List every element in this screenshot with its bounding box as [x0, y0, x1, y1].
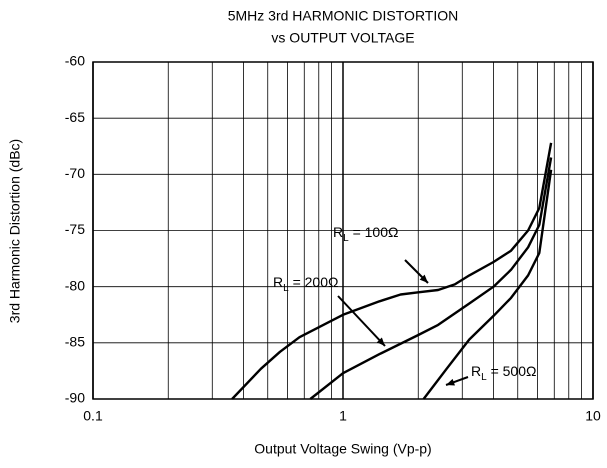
label-part: R	[333, 224, 343, 240]
chart-title: vs OUTPUT VOLTAGE	[271, 30, 414, 46]
chart-title: 5MHz 3rd HARMONIC DISTORTION	[228, 8, 459, 24]
line	[231, 142, 553, 400]
x-tick-label: 10	[585, 408, 601, 424]
y-tick-label: -90	[65, 390, 85, 406]
series-label: RL = 200Ω	[273, 274, 338, 294]
series-label: RL = 500Ω	[471, 363, 536, 383]
arrow-head	[376, 337, 385, 346]
y-tick-label: -60	[65, 53, 85, 69]
line	[422, 169, 553, 400]
x-axis-label: Output Voltage Swing (Vp-p)	[254, 441, 431, 457]
label-part: R	[273, 274, 283, 290]
y-axis-label: 3rd Harmonic Distortion (dBc)	[7, 139, 23, 323]
label-part: L	[283, 283, 289, 294]
y-tick-label: -70	[65, 165, 85, 181]
y-tick-label: -75	[65, 221, 85, 237]
arrow-head	[419, 274, 428, 283]
label-part: R	[471, 363, 481, 379]
label-part: L	[481, 372, 487, 383]
y-tick-label: -80	[65, 277, 85, 293]
arrow-head	[446, 378, 455, 386]
y-tick-label: -65	[65, 109, 85, 125]
series-label: RL = 100Ω	[333, 224, 398, 244]
annotation-arrow	[337, 295, 386, 347]
label-part: = 200Ω	[289, 274, 339, 290]
x-tick-label: 0.1	[83, 408, 103, 424]
y-tick-label: -85	[65, 334, 85, 350]
x-tick-label: 1	[339, 408, 347, 424]
line	[309, 157, 553, 400]
plot-frame	[92, 61, 594, 400]
label-part: = 500Ω	[487, 363, 537, 379]
label-part: L	[343, 233, 349, 244]
label-part: = 100Ω	[349, 224, 399, 240]
